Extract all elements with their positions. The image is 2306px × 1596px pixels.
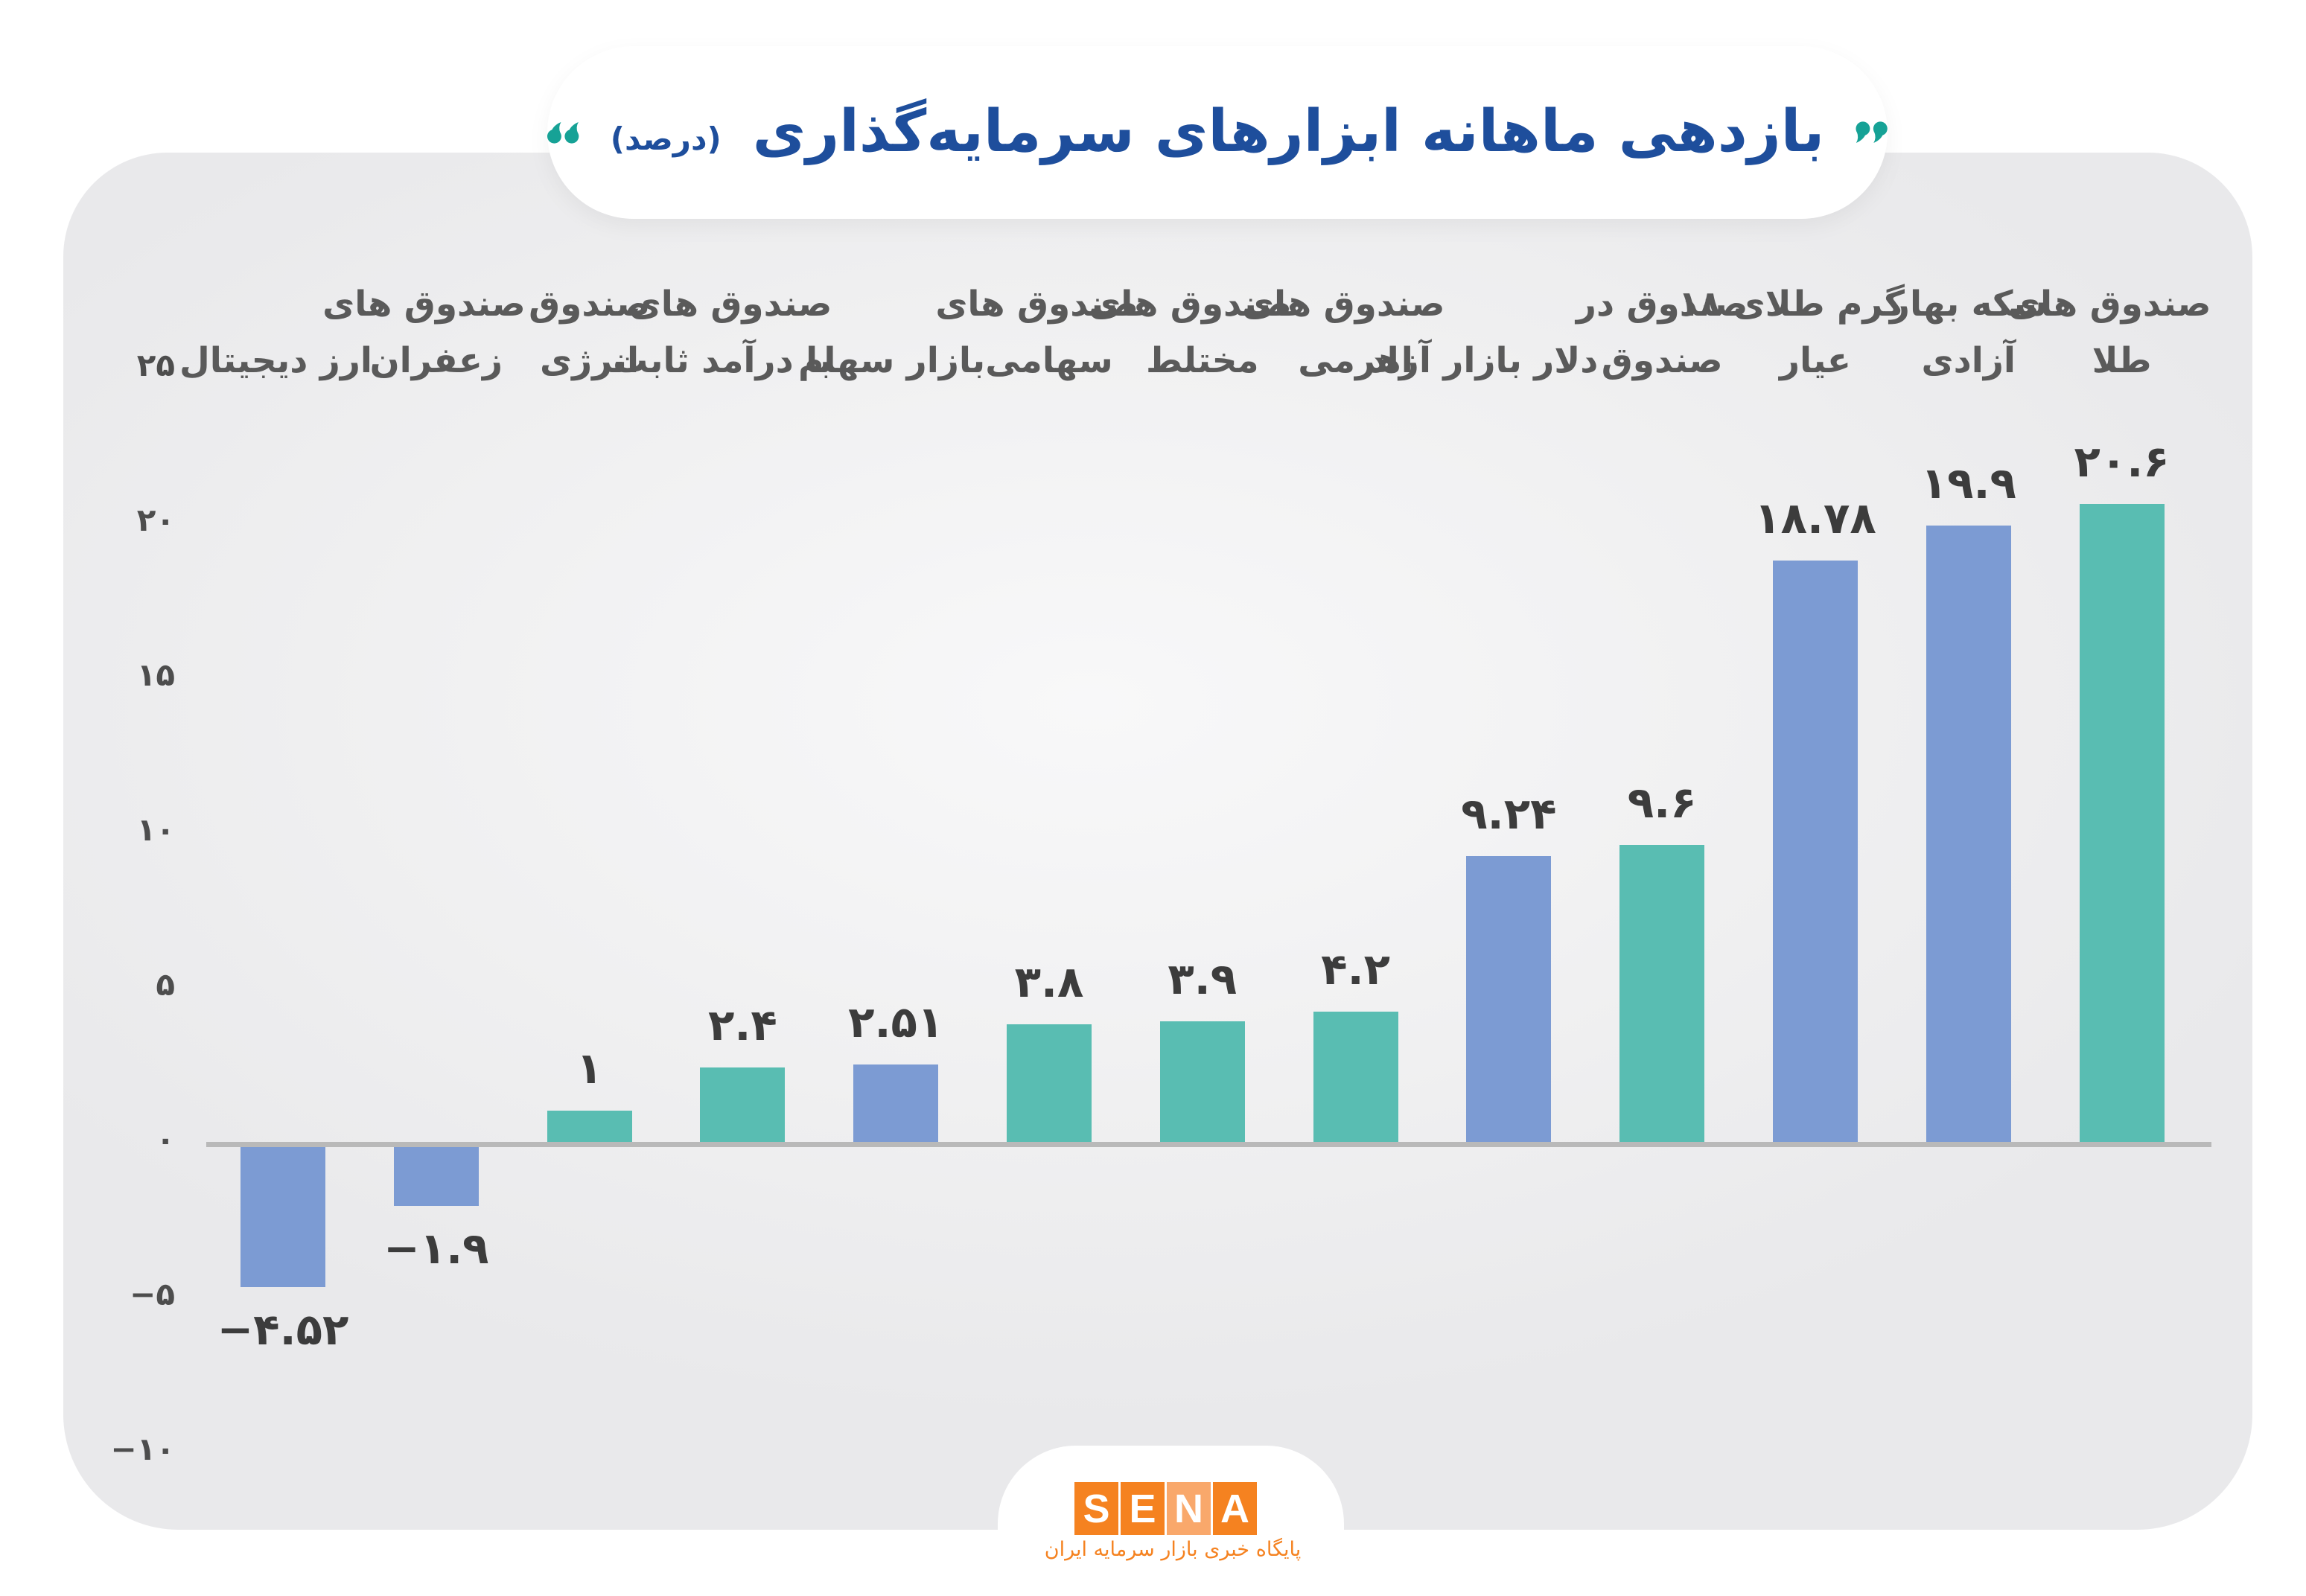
y-axis-tick-label: ۰ (156, 1121, 175, 1158)
category-label-line2: مختلط (1145, 340, 1259, 381)
category-label-line2: عیار (1780, 340, 1851, 381)
y-axis-tick-label: −۱۰ (110, 1431, 175, 1467)
chart-title: بازدهی ماهانه ابزارهای سرمایه‌گذاری (752, 98, 1825, 166)
logo-caption: پایگاه خبری بازار سرمایه ایران (1044, 1538, 1302, 1561)
category-label-line1: سکه بهار (1889, 284, 2048, 325)
bar-fund-of-funds (1619, 845, 1705, 1142)
bar-value-label: ۹.۲۴ (1461, 788, 1557, 839)
category-label-line2: طلا (2092, 340, 2152, 381)
bar-leveraged-funds (1313, 1012, 1398, 1142)
category-label-line2: آزادی (1921, 340, 2016, 381)
bar-fixed-income-funds (700, 1067, 786, 1142)
bar-value-label: ۴.۲ (1321, 944, 1391, 995)
category-label-line1: صندوق های (2007, 284, 2211, 325)
bar-value-label: ۲۰.۶ (2074, 436, 2170, 487)
chart-card (63, 153, 2252, 1530)
category-label-line2: اهرمی (1298, 340, 1413, 381)
logo-square-e: E (1121, 1482, 1165, 1535)
category-label-line2: بازار سهام (797, 340, 986, 381)
bar-bahar-azadi-coin (1926, 526, 2011, 1142)
category-label-line1: صندوق های (628, 284, 832, 325)
logo-letter: N (1174, 1486, 1203, 1531)
category-label-line2: زعفران (369, 340, 503, 381)
logo-letter: A (1220, 1486, 1249, 1531)
category-label-line1: صندوق های (322, 284, 526, 325)
category-label-line1: صندوق های (1089, 284, 1292, 325)
title-pill: بازدهی ماهانه ابزارهای سرمایه‌گذاری (درص… (547, 46, 1888, 219)
bar-value-label: ۲.۵۱ (848, 997, 944, 1047)
bar-value-label: −۴.۵۲ (217, 1304, 349, 1355)
bar-value-label: ۱ (576, 1043, 603, 1094)
bar-saffron-funds (393, 1147, 479, 1206)
bar-value-label: ۹.۶ (1627, 777, 1697, 828)
y-axis-tick-label: ۱۵ (136, 657, 175, 693)
bar-value-label: ۱۹.۹ (1920, 458, 2016, 508)
y-axis-tick-label: −۵ (130, 1276, 175, 1312)
category-label-line2: انرژی (540, 340, 640, 381)
bar-value-label: ۲.۴ (707, 1000, 777, 1050)
category-label-line2: دلار بازار آزاد (1369, 340, 1599, 381)
bar-value-label: −۱.۹ (383, 1223, 489, 1274)
logo-square-a: A (1213, 1482, 1257, 1535)
bar-value-label: ۳.۸ (1014, 957, 1084, 1007)
x-axis-line (206, 1142, 2211, 1147)
category-label-line1: گرم طلای ۱۸ (1678, 284, 1905, 325)
category-label-line1: صندوق های (935, 284, 1138, 325)
category-label-line1: صندوق (529, 284, 651, 325)
bar-value-label: ۳.۹ (1168, 954, 1238, 1004)
category-label-line2: ارز دیجیتال (179, 340, 372, 381)
category-label-line1: صندوق های (1241, 284, 1445, 325)
bar-value-label: ۱۸.۷۸ (1754, 493, 1876, 543)
y-axis-tick-label: ۲۵ (136, 347, 175, 383)
bar-mixed-funds (1159, 1021, 1245, 1142)
logo-letter: E (1129, 1486, 1156, 1531)
category-label-line1: صندوق در (1576, 284, 1748, 325)
y-axis-tick-label: ۱۰ (136, 811, 175, 848)
category-label-line2: با درآمد ثابت (613, 340, 832, 381)
bar-energy-fund (547, 1111, 632, 1142)
logo-square-n: N (1167, 1482, 1211, 1535)
chart-title-unit: (درصد) (610, 120, 722, 157)
quote-open-icon (1856, 121, 1888, 143)
y-axis-tick-label: ۵ (156, 966, 175, 1003)
bar-free-market-dollar (1466, 856, 1552, 1142)
bar-equity-funds (1007, 1024, 1092, 1142)
quote-close-icon (547, 122, 579, 144)
category-label-line2: صندوق (1601, 340, 1723, 381)
logo-square-s: S (1074, 1482, 1118, 1535)
bar-gold-gram-18k (1773, 561, 1858, 1142)
bar-gold-funds (2079, 504, 2165, 1142)
bar-digital-currency (241, 1147, 325, 1287)
bar-stock-market (853, 1064, 939, 1142)
sena-logo: S E N A (1074, 1482, 1257, 1535)
y-axis-tick-label: ۲۰ (136, 502, 175, 538)
category-label-line2: سهامی (985, 340, 1113, 381)
logo-letter: S (1083, 1486, 1110, 1531)
